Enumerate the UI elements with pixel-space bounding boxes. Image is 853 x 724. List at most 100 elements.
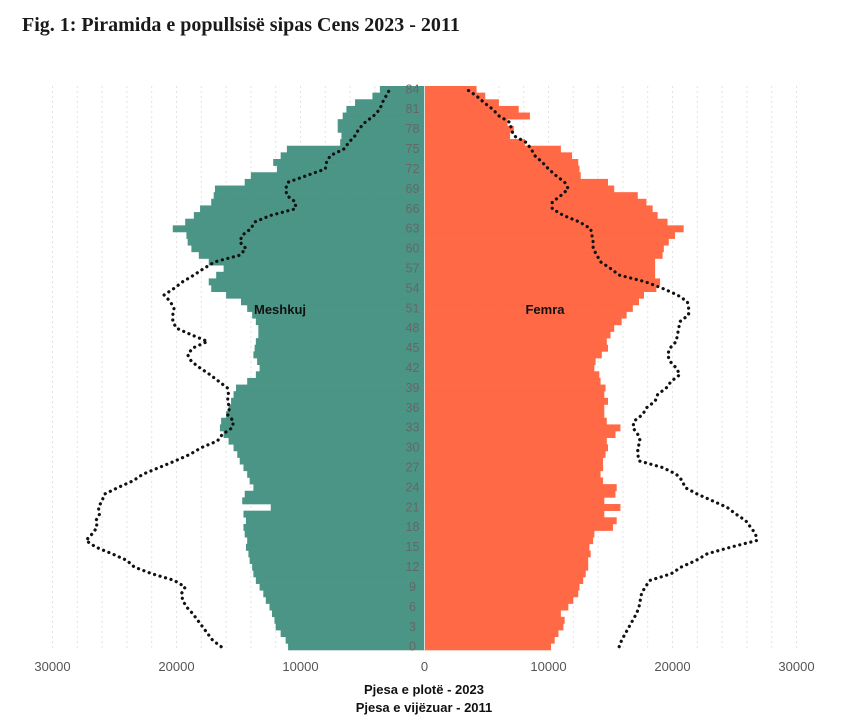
bar-female-age-84 <box>424 86 477 93</box>
age-label-6: 6 <box>409 600 416 614</box>
bar-female-age-77 <box>424 132 511 140</box>
bar-male-age-54 <box>211 285 425 292</box>
bar-female-age-80 <box>424 112 530 120</box>
legend-male-label: Meshkuj <box>254 302 306 317</box>
age-label-12: 12 <box>406 560 420 574</box>
bar-female-age-18 <box>424 523 613 531</box>
bar-female-age-55 <box>424 278 661 286</box>
bar-male-age-10 <box>255 577 425 584</box>
chart-title: Fig. 1: Piramida e popullsisë sipas Cens… <box>22 14 460 36</box>
female-bars-2023 <box>424 86 684 651</box>
bar-female-age-57 <box>424 265 656 273</box>
bar-female-age-53 <box>424 291 644 299</box>
bar-male-age-80 <box>342 112 425 120</box>
bar-male-age-33 <box>219 424 425 432</box>
bar-female-age-76 <box>424 139 525 147</box>
bar-male-age-7 <box>265 596 425 604</box>
age-label-78: 78 <box>406 122 420 136</box>
bar-male-age-24 <box>253 484 425 492</box>
bar-male-age-27 <box>243 464 425 472</box>
bar-female-age-41 <box>424 371 600 379</box>
bar-female-age-8 <box>424 590 579 598</box>
bar-female-age-38 <box>424 391 605 399</box>
age-label-60: 60 <box>406 242 420 256</box>
bar-male-age-43 <box>257 358 425 365</box>
bar-female-age-60 <box>424 245 664 253</box>
bar-male-age-55 <box>208 278 425 286</box>
bar-female-age-42 <box>424 364 595 372</box>
age-label-27: 27 <box>406 461 420 475</box>
bar-male-age-0 <box>288 643 425 651</box>
x-tick-label: 10000 <box>282 659 318 674</box>
bar-female-age-50 <box>424 311 627 319</box>
bar-female-age-23 <box>424 490 616 498</box>
bar-male-age-76 <box>340 139 425 147</box>
bar-male-age-72 <box>276 165 425 173</box>
x-tick-label: 10000 <box>530 659 566 674</box>
age-label-75: 75 <box>406 142 420 156</box>
bar-male-age-66 <box>200 205 425 213</box>
bar-male-age-52 <box>240 298 425 306</box>
bar-male-age-8 <box>263 590 425 598</box>
bar-male-age-48 <box>258 324 425 332</box>
bar-male-age-81 <box>346 105 425 113</box>
bar-female-age-62 <box>424 231 675 239</box>
bar-female-age-20 <box>424 510 605 518</box>
age-label-54: 54 <box>406 281 420 295</box>
bar-male-age-16 <box>247 537 425 545</box>
bar-female-age-66 <box>424 205 653 213</box>
bar-male-age-34 <box>221 417 425 425</box>
bar-female-age-28 <box>424 457 604 465</box>
bar-male-age-61 <box>187 238 425 246</box>
bar-female-age-68 <box>424 192 638 200</box>
age-label-66: 66 <box>406 202 420 216</box>
bar-male-age-83 <box>372 92 425 100</box>
bar-female-age-6 <box>424 603 569 611</box>
dotted-lines-2011 <box>84 87 759 649</box>
bar-male-age-84 <box>379 86 425 93</box>
bar-female-age-19 <box>424 517 617 525</box>
bar-female-age-49 <box>424 318 622 326</box>
bar-female-age-33 <box>424 424 621 432</box>
bar-male-age-64 <box>185 218 425 226</box>
bar-female-age-17 <box>424 530 595 538</box>
age-label-45: 45 <box>406 341 420 355</box>
age-label-15: 15 <box>406 540 420 554</box>
age-label-48: 48 <box>406 321 420 335</box>
bar-female-age-81 <box>424 105 519 113</box>
age-label-30: 30 <box>406 441 420 455</box>
bar-female-age-24 <box>424 484 617 492</box>
bar-female-age-75 <box>424 145 561 153</box>
line-male-2011 <box>84 87 392 649</box>
line-female-2011 <box>465 87 759 649</box>
bar-female-age-73 <box>424 158 579 166</box>
bar-female-age-82 <box>424 99 499 107</box>
x-tick-label: 30000 <box>34 659 70 674</box>
bar-male-age-26 <box>247 470 425 478</box>
bar-male-age-49 <box>255 318 425 326</box>
bar-female-age-2 <box>424 630 559 638</box>
bar-male-age-39 <box>236 384 425 392</box>
bar-female-age-36 <box>424 404 605 412</box>
bar-male-age-40 <box>247 377 425 385</box>
bar-female-age-30 <box>424 444 609 452</box>
bar-female-age-25 <box>424 477 604 485</box>
bar-female-age-13 <box>424 557 589 565</box>
age-label-42: 42 <box>406 361 420 375</box>
bar-female-age-74 <box>424 152 573 160</box>
bar-female-age-32 <box>424 431 616 438</box>
bar-female-age-31 <box>424 437 607 445</box>
bar-male-age-5 <box>271 610 425 618</box>
bar-female-age-1 <box>424 636 555 644</box>
bar-female-age-79 <box>424 119 508 127</box>
bar-male-age-41 <box>255 371 425 379</box>
bar-female-age-56 <box>424 271 656 279</box>
bar-male-age-68 <box>213 192 425 200</box>
age-label-69: 69 <box>406 182 420 196</box>
bar-male-age-50 <box>252 311 425 319</box>
bar-male-age-36 <box>228 404 425 412</box>
bar-female-age-16 <box>424 537 594 545</box>
bar-male-age-47 <box>258 331 425 339</box>
bar-female-age-63 <box>424 225 684 233</box>
x-tick-label: 20000 <box>158 659 194 674</box>
